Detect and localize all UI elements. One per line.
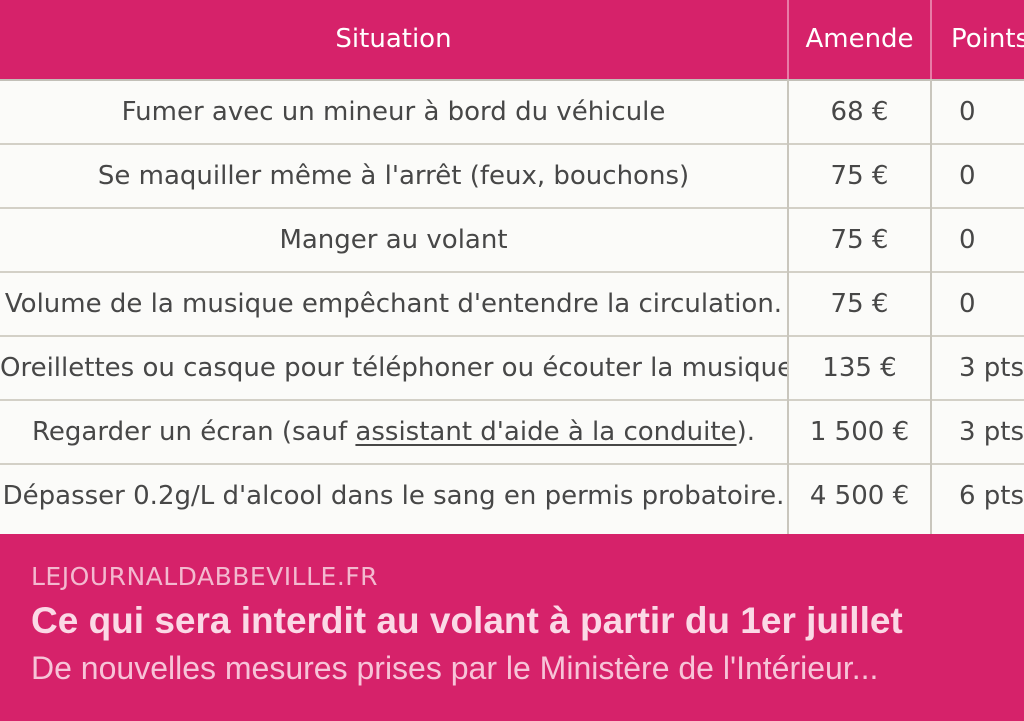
cell-amende: 1 500 € [809,417,910,447]
cell-amende: 75 € [830,225,889,255]
header-divider [787,0,789,79]
situation-text-before: Regarder un écran (sauf [32,417,356,447]
table-row: Manger au volant 75 € 0 [0,209,1024,273]
situation-text-after: ). [736,417,755,447]
column-divider [930,0,932,534]
cell-situation: Regarder un écran (sauf assistant d'aide… [0,401,787,463]
fines-table: Situation Amende Points Fumer avec un mi… [0,0,1024,534]
cell-points: 6 pts [959,481,1024,511]
assistant-link-text: assistant d'aide à la conduite [355,417,737,447]
cell-points: 0 [959,225,976,255]
cell-points: 3 pts [959,417,1024,447]
header-points: Points [951,24,1024,54]
cell-points: 0 [959,161,976,191]
cell-points: 3 pts [959,353,1024,383]
cell-amende: 4 500 € [809,481,910,511]
cell-amende: 68 € [830,97,889,127]
table-row: Fumer avec un mineur à bord du véhicule … [0,81,1024,145]
table-header-row: Situation Amende Points [0,0,1024,81]
cell-amende: 75 € [830,289,889,319]
cell-situation: Oreillettes ou casque pour téléphoner ou… [0,353,787,383]
link-preview-footer[interactable]: LEJOURNALDABBEVILLE.FR Ce qui sera inter… [0,534,1024,721]
cell-situation: Dépasser 0.2g/L d'alcool dans le sang en… [2,481,785,511]
cell-situation: Volume de la musique empêchant d'entendr… [4,289,783,319]
cell-situation: Fumer avec un mineur à bord du véhicule [121,97,666,127]
article-description: De nouvelles mesures prises par le Minis… [31,650,879,686]
header-amende: Amende [805,24,914,54]
cell-amende: 75 € [830,161,889,191]
cell-situation: Manger au volant [279,225,508,255]
header-divider [930,0,932,79]
cell-situation: Se maquiller même à l'arrêt (feux, bouch… [97,161,690,191]
source-domain: LEJOURNALDABBEVILLE.FR [31,562,379,591]
article-title[interactable]: Ce qui sera interdit au volant à partir … [31,600,903,641]
cell-amende: 135 € [822,353,897,383]
table-row: Oreillettes ou casque pour téléphoner ou… [0,337,1024,401]
cell-points: 0 [959,289,976,319]
header-situation: Situation [335,24,452,54]
table-row: Dépasser 0.2g/L d'alcool dans le sang en… [0,465,1024,527]
cell-points: 0 [959,97,976,127]
table-row: Regarder un écran (sauf assistant d'aide… [0,401,1024,465]
column-divider [787,0,789,534]
table-row: Se maquiller même à l'arrêt (feux, bouch… [0,145,1024,209]
table-row: Volume de la musique empêchant d'entendr… [0,273,1024,337]
